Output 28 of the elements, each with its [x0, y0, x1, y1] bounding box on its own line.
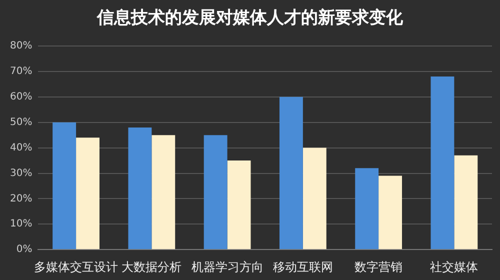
y-tick-label: 20%	[10, 193, 32, 204]
y-tick-label: 30%	[10, 168, 32, 179]
x-tick-label: 机器学习方向	[191, 260, 264, 274]
y-tick-label: 40%	[10, 142, 32, 154]
y-tick-label: 50%	[10, 116, 32, 128]
y-tick-label: 60%	[10, 91, 32, 102]
x-tick-label: 数字营销	[354, 260, 403, 274]
chart-title: 信息技术的发展对媒体人才的新要求变化	[96, 7, 404, 30]
bar	[76, 138, 100, 250]
x-tick-label: 社交媒体	[430, 260, 478, 274]
y-tick-label: 70%	[10, 66, 32, 78]
bar	[279, 96, 303, 250]
bar	[227, 160, 251, 250]
bar	[302, 148, 326, 250]
y-tick-label: 0%	[16, 244, 32, 256]
bar	[378, 176, 402, 250]
bar	[355, 168, 379, 250]
bar	[152, 135, 176, 250]
bar	[52, 122, 76, 250]
bar	[430, 76, 454, 250]
x-tick-label: 多媒体交互设计	[34, 260, 118, 274]
x-tick-label: 移动互联网	[272, 260, 333, 274]
y-tick-label: 10%	[10, 218, 32, 230]
x-tick-label: 大数据分析	[122, 260, 182, 274]
y-tick-label: 80%	[10, 40, 32, 52]
bar	[454, 155, 478, 250]
bar	[128, 127, 152, 250]
bar	[204, 135, 228, 250]
